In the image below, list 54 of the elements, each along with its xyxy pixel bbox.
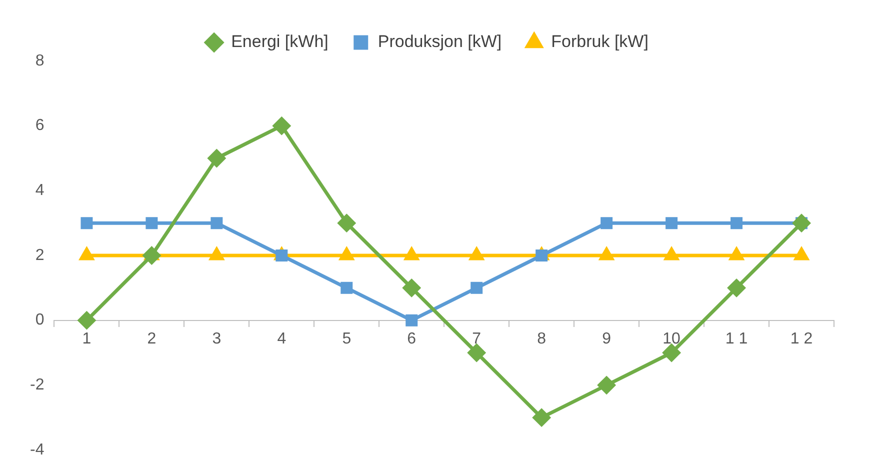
point	[730, 248, 744, 260]
point	[272, 117, 290, 135]
point	[340, 282, 353, 294]
x-tick-label: 1 1	[725, 330, 748, 348]
point	[208, 150, 226, 167]
point	[598, 376, 616, 394]
x-tick-label: 9	[602, 330, 612, 348]
point	[728, 279, 746, 297]
point	[80, 248, 94, 260]
point	[146, 217, 158, 230]
point	[402, 279, 420, 297]
x-tick-label: 7	[472, 330, 482, 348]
y-tick-label: -4	[30, 441, 44, 458]
x-tick-label: 8	[537, 330, 546, 348]
legend-label: Produksjon [kW]	[378, 32, 502, 52]
point	[80, 217, 93, 230]
legend-label: Energi [kWh]	[231, 32, 328, 52]
y-tick-label: 8	[35, 52, 44, 70]
point	[468, 344, 486, 362]
point	[470, 248, 484, 260]
point	[792, 214, 810, 232]
point	[210, 217, 223, 230]
x-tick-label: 10	[662, 330, 681, 348]
point	[794, 248, 808, 260]
point	[276, 250, 288, 262]
point	[338, 214, 356, 232]
x-tick-label: 2	[147, 330, 156, 348]
x-tick-label: 3	[212, 330, 222, 348]
point	[470, 282, 483, 294]
point	[664, 248, 678, 260]
x-tick-label: 1 2	[790, 330, 813, 348]
point	[666, 217, 678, 230]
legend-label: Forbruk [kW]	[551, 32, 648, 52]
point	[210, 248, 224, 260]
point	[404, 248, 419, 260]
point	[532, 408, 550, 426]
y-tick-label: 0	[35, 312, 44, 329]
y-tick-label: 6	[35, 117, 44, 134]
x-tick-label: 4	[277, 330, 286, 348]
point	[406, 314, 418, 326]
point	[730, 217, 743, 230]
x-tick-label: 1	[82, 330, 92, 348]
point	[536, 250, 548, 262]
point	[600, 217, 613, 230]
y-tick-label: 2	[35, 246, 44, 264]
y-tick-label: -2	[30, 376, 44, 394]
point	[78, 312, 96, 330]
x-tick-label: 5	[342, 330, 352, 348]
point	[600, 248, 614, 260]
x-tick-label: 6	[407, 330, 416, 348]
point	[662, 344, 680, 362]
y-tick-label: 4	[35, 182, 44, 200]
point	[142, 246, 160, 264]
point	[340, 248, 354, 260]
